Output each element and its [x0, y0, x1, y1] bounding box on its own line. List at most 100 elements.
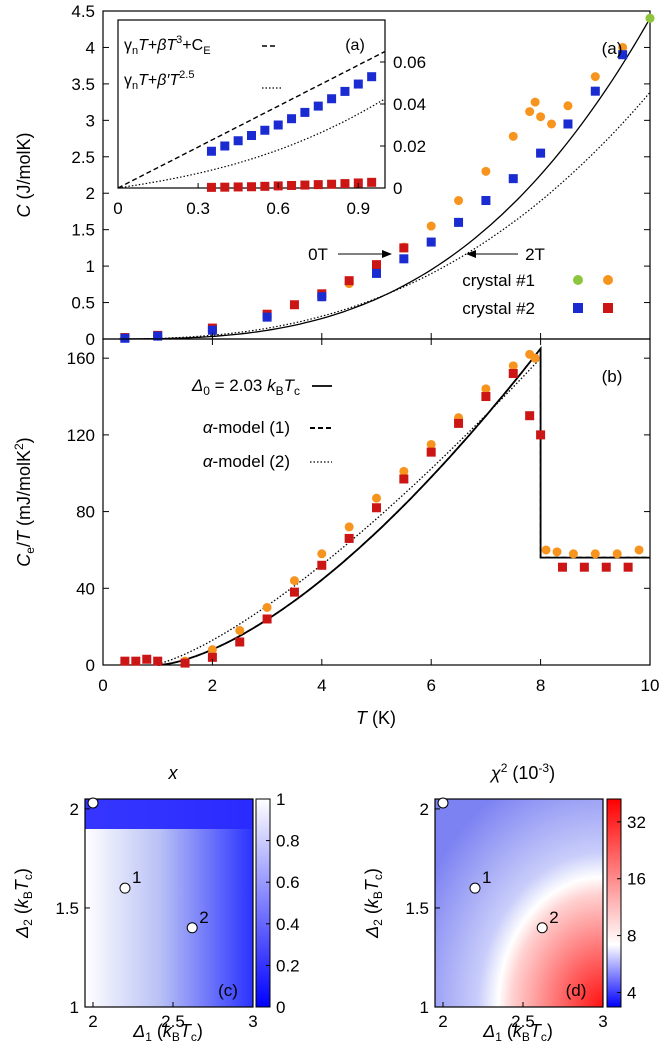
b-point-crystal2 — [153, 656, 163, 666]
fit-delta0-curve — [157, 346, 650, 666]
a-point-crystal2 — [153, 331, 163, 341]
a-point-crystal1 — [508, 131, 518, 141]
heatmap-point — [87, 797, 99, 809]
a-point-crystal2 — [207, 325, 217, 335]
heatmap-ytick-label: 2 — [70, 800, 79, 819]
b-ytick-label: 80 — [76, 503, 95, 522]
a-ytick-label: 1 — [86, 257, 95, 276]
a-ytick-label: 3.5 — [71, 75, 95, 94]
inset-data-points — [206, 72, 377, 192]
panel-c-x-axis-label: Δ1 (kBTc) — [132, 1021, 203, 1044]
legend-delta0: Δ0 = 2.03 kBTc — [191, 376, 300, 398]
b-point-crystal1 — [289, 576, 299, 586]
heatmap-xtick-label: 3 — [248, 1012, 257, 1031]
b-ytick-label: 120 — [67, 426, 95, 445]
b-point-crystal2 — [207, 652, 217, 662]
panel-d-frame — [434, 798, 604, 1008]
b-point-crystal1 — [372, 493, 381, 503]
legend-crystal-2: crystal #2 — [462, 299, 535, 318]
legend-crystal-2-marker-2t — [573, 303, 583, 313]
panel-d-points: 12 — [437, 797, 559, 934]
b-point-crystal2 — [579, 562, 589, 572]
a-point-crystal2 — [372, 260, 381, 270]
b-point-crystal1 — [235, 625, 245, 635]
a-point-crystal1 — [547, 119, 557, 129]
b-point-crystal1 — [634, 545, 644, 555]
b-point-crystal2 — [508, 369, 518, 379]
heatmap-point — [186, 922, 198, 934]
a-point-crystal2 — [289, 300, 299, 310]
inset-legend-2: γnT+β′T2.5 — [124, 69, 194, 92]
inset-point-2t — [233, 136, 243, 146]
b-point-crystal2 — [317, 560, 327, 570]
heatmap-xtick-label: 3 — [598, 1012, 607, 1031]
panel-d-colorbar-ticks: 4 8 16 32 — [617, 813, 646, 1002]
a-ytick-label: 2.5 — [71, 148, 95, 167]
b-point-crystal1 — [317, 549, 327, 559]
a-ytick-label: 0 — [86, 330, 95, 349]
b-point-crystal1 — [481, 384, 491, 394]
a-point-crystal2 — [454, 217, 464, 227]
colorbar-tick-label: 32 — [627, 813, 646, 832]
b-ytick-label: 0 — [86, 656, 95, 675]
panel-d-y-axis-label: Δ2 (kBTc) — [362, 868, 385, 939]
inset-a: (a) γnT+βT3+CE γnT+β′T2.5 0 0.3 0.6 0.9 0 0.… — [113, 19, 426, 218]
inset-point-0t — [340, 179, 350, 189]
inset-legend-1: γnT+βT3+CE — [124, 34, 211, 57]
inset-point-2t — [260, 125, 270, 135]
inset-point-2t — [367, 72, 377, 82]
a-point-crystal2 — [399, 254, 409, 264]
colorbar-tick-label: 4 — [627, 983, 636, 1002]
inset-rtick-label: 0.02 — [393, 137, 426, 156]
inset-point-2t — [300, 107, 310, 117]
b-point-crystal2 — [454, 418, 464, 428]
a-point-crystal2 — [536, 148, 546, 158]
heatmap-xtick-label: 2 — [88, 1012, 97, 1031]
inset-xtick-label: 0.9 — [346, 199, 370, 218]
inset-frame — [117, 19, 386, 189]
panel-d-axis-ticks: 2 2.5 3 1 1.5 2 — [405, 800, 607, 1031]
a-point-crystal1 — [618, 42, 628, 52]
legend-alpha-2: α-model (2) — [203, 452, 290, 471]
heatmap-ytick-label: 1.5 — [405, 899, 429, 918]
inset-point-0t — [367, 177, 377, 187]
a-point-crystal1 — [536, 112, 546, 122]
heatmap-ytick-label: 2 — [420, 800, 429, 819]
a-point-crystal2 — [481, 196, 491, 206]
panel-c-colorbar — [255, 798, 271, 1008]
inset-point-0t — [260, 181, 270, 191]
a-point-crystal2 — [426, 237, 436, 247]
b-point-crystal1 — [207, 645, 217, 655]
b-point-crystal1 — [426, 439, 436, 449]
a-point-crystal2 — [508, 174, 518, 184]
b-point-crystal1 — [568, 549, 578, 559]
panel-d-x-axis-label: Δ1 (kBTc) — [482, 1021, 553, 1044]
b-ytick-label: 40 — [76, 579, 95, 598]
fit-alpha2-curve — [157, 356, 650, 665]
inset-xtick-label: 0.6 — [266, 199, 290, 218]
panel-d-title: χ2 (10-3) — [489, 761, 555, 783]
inset-point-2t — [273, 120, 283, 130]
inset-point-2t — [287, 114, 297, 124]
heatmap-point-label: 2 — [199, 908, 208, 927]
panel-c: x 00.20.40.60.81 12 2 2.5 311.52 (c) Δ1 (k… — [12, 763, 300, 1044]
panel-a-label: (a) — [602, 39, 623, 58]
inset-point-2t — [340, 86, 350, 96]
b-point-crystal2 — [142, 654, 152, 664]
inset-point-2t — [247, 131, 256, 140]
panel-c-points: 12 — [87, 797, 209, 934]
a-point-crystal2 — [618, 50, 628, 60]
b-point-crystal2 — [131, 656, 141, 666]
inset-point-0t — [313, 180, 323, 190]
a-point-crystal2 — [372, 268, 381, 278]
b-xtick-label: 6 — [426, 676, 435, 695]
b-point-crystal2 — [262, 614, 272, 624]
panel-a: 0 0.5 1 1.5 2 2.5 3 3.5 4 4.5 (a) C (J/molK) 0T 2… — [14, 2, 655, 349]
arrow-2t-head — [466, 250, 476, 258]
b-point-crystal1 — [344, 522, 354, 532]
b-point-crystal1 — [552, 547, 562, 557]
b-point-crystal2 — [120, 656, 130, 666]
panel-c-colorbar-ticks: 0 0.2 0.4 0.6 0.8 1 — [266, 790, 300, 1017]
b-point-crystal2 — [481, 392, 491, 402]
